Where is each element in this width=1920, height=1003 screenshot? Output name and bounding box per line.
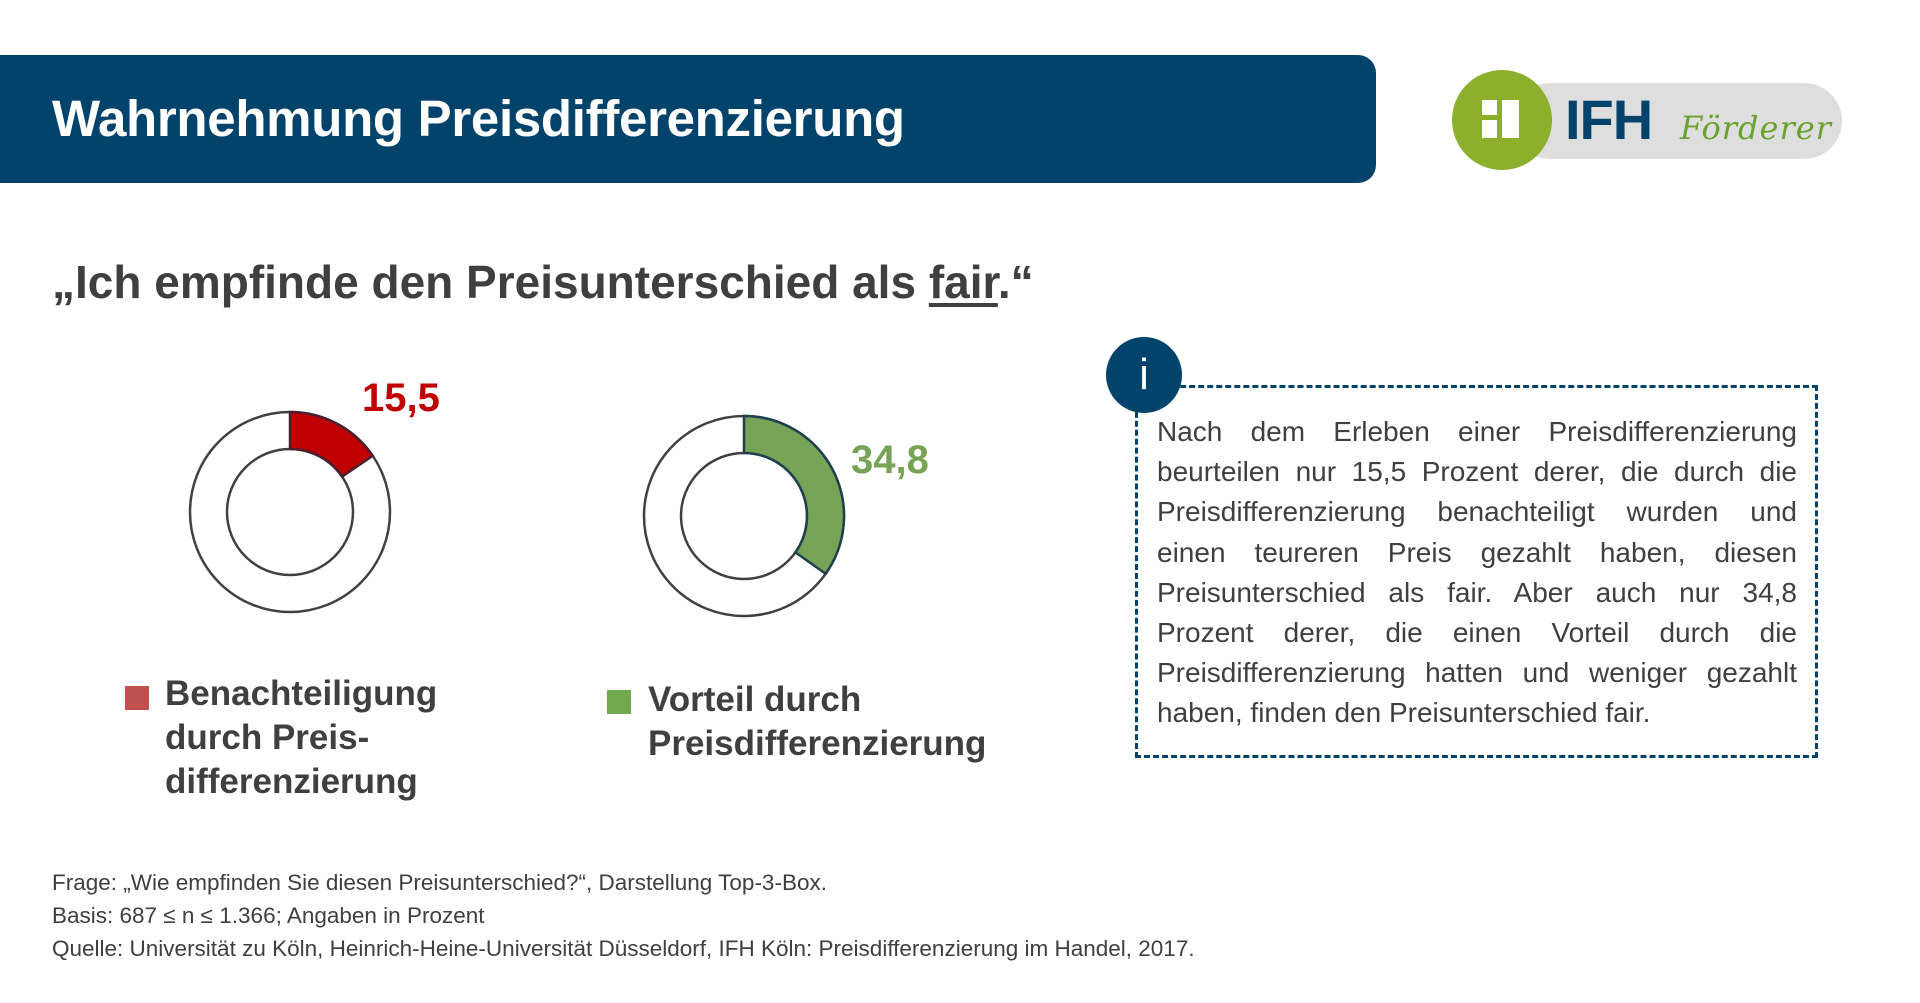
page-title: Wahrnehmung Preisdifferenzierung [52, 90, 905, 147]
info-text: Nach dem Erleben einer Preisdifferenzier… [1157, 416, 1797, 729]
logo-brand-text: IFH [1565, 88, 1653, 151]
info-box [1135, 385, 1818, 758]
logo-tagline-text: Förderer [1680, 109, 1832, 147]
quote-prefix: „Ich empfinde den Preisunterschied als [52, 256, 929, 308]
info-icon: i [1106, 337, 1182, 413]
footer-source: Quelle: Universität zu Köln, Heinrich-He… [52, 936, 1195, 961]
value-label-vorteil: 34,8 [851, 438, 929, 482]
chart-question-quote: „Ich empfinde den Preisunterschied als f… [52, 252, 1034, 312]
footer-basis: Basis: 687 ≤ n ≤ 1.366; Angaben in Proze… [52, 903, 485, 928]
footer-notes: Frage: „Wie empfinden Sie diesen Preisun… [52, 866, 1195, 965]
quote-emphasis: fair [928, 256, 998, 308]
legend-label-benachteiligung: Benachteiligung durch Preis- differenzie… [165, 674, 438, 801]
ifh-foerderer-logo: IFH Förderer [1452, 70, 1847, 170]
logo-blocks-icon [1482, 100, 1522, 140]
donut-segment-benachteiligung [288, 410, 375, 479]
footer-question: Frage: „Wie empfinden Sie diesen Preisun… [52, 870, 827, 895]
header-bar [0, 55, 1376, 183]
logo-circle-icon [1452, 70, 1552, 170]
legend-label-vorteil: Vorteil durch Preisdifferenzierung [648, 680, 987, 763]
donut-segment-vorteil [742, 414, 846, 576]
quote-suffix: .“ [997, 256, 1034, 308]
value-label-benachteiligung: 15,5 [362, 376, 440, 420]
legend-swatch-red [125, 686, 149, 710]
logo-pill-background [1512, 83, 1842, 159]
legend-swatch-green [607, 690, 631, 714]
